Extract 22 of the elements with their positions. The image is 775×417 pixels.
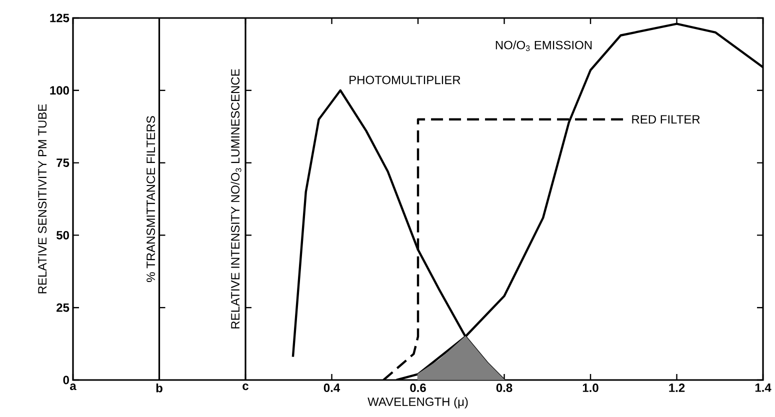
y-tick-label: 25 [56,303,70,312]
y-tick-label: 75 [56,158,70,167]
x-tick-label: 1.4 [755,384,772,392]
x-tick-label: 1.0 [582,384,598,392]
ref-line-label: % TRANSMITTANCE FILTERS [146,116,156,282]
y-axis-title: RELATIVE SENSITIVITY PM TUBE [38,104,47,294]
series-label: PHOTOMULTIPLIER [350,76,460,84]
y-tick-label: 100 [50,86,69,95]
x-tick-label: a [70,384,76,390]
x-tick-label: 0.8 [496,384,512,392]
ref-line-label: RELATIVE INTENSITY NO/O$_{3}$ LUMINESCENCE [230,69,242,328]
x-axis-title: WAVELENGTH (μ) [368,397,468,408]
x-tick-label: 0.4 [324,384,340,392]
series-label: NO/O$_{3}$ EMISSION [496,40,592,52]
y-tick-label: 50 [56,230,69,240]
x-tick-label: 0.6 [410,384,426,392]
x-tick-label: b [156,384,162,392]
y-tick-label: 125 [50,14,70,22]
x-tick-label: c [242,384,248,390]
series-label: RED FILTER [632,115,700,124]
x-tick-label: 1.2 [669,384,685,392]
y-tick-label: 0 [63,376,69,384]
